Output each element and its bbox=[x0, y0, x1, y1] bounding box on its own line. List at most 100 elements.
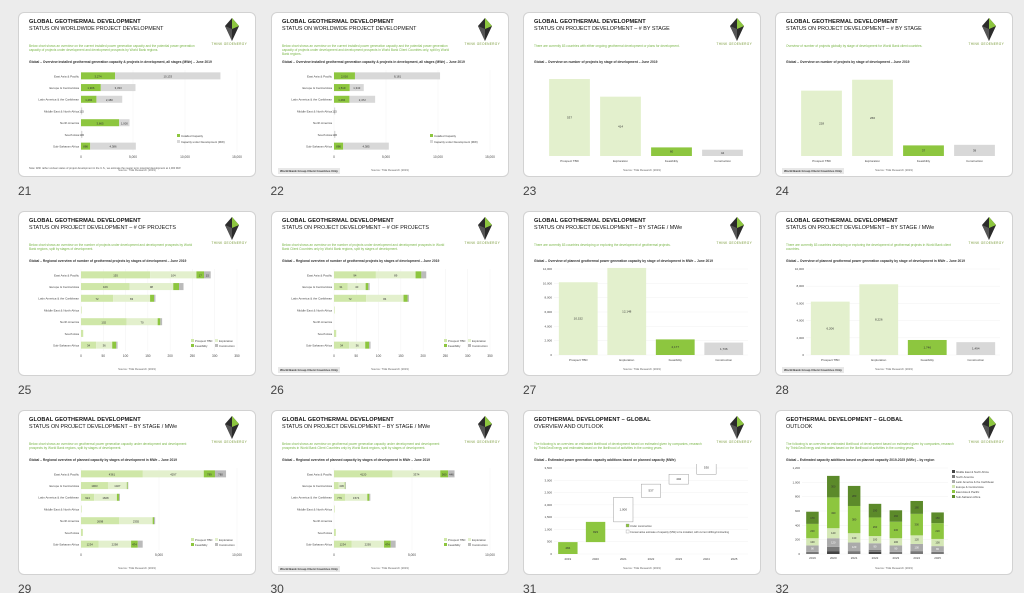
slide-number: 32 bbox=[775, 582, 789, 593]
category-label: Sub-Saharan Africa bbox=[306, 145, 332, 149]
bar-segment bbox=[369, 341, 371, 349]
bar-segment bbox=[81, 283, 130, 291]
bar bbox=[668, 474, 689, 485]
slide-thumbnail[interactable]: GLOBAL GEOTHERMAL DEVELOPMENT STATUS ON P… bbox=[523, 12, 761, 177]
slide-thumbnail[interactable]: GLOBAL GEOTHERMAL DEVELOPMENT STATUS ON P… bbox=[271, 410, 509, 575]
bar-segment bbox=[347, 283, 366, 291]
data-label: 2298 bbox=[112, 543, 119, 547]
bar-segment bbox=[334, 95, 350, 103]
data-label: 1234 bbox=[87, 543, 94, 547]
bar-segment bbox=[806, 545, 819, 552]
category-label: Latin America & the Caribbean bbox=[38, 297, 79, 301]
slide-subtitle: STATUS ON PROJECT DEVELOPMENT – # BY STA… bbox=[534, 26, 670, 32]
x-tick-label: Construction bbox=[714, 159, 731, 163]
legend-swatch bbox=[468, 543, 471, 546]
bar-segment bbox=[81, 470, 143, 478]
data-label: 1574 bbox=[353, 496, 360, 500]
bar-segment bbox=[116, 341, 118, 349]
legend-label: Conservative estimate of capacity (MW) t… bbox=[630, 530, 730, 534]
legend-swatch bbox=[952, 470, 955, 473]
slide-thumbnail[interactable]: GLOBAL GEOTHERMAL DEVELOPMENT STATUS ON P… bbox=[523, 211, 761, 376]
bar-segment bbox=[345, 493, 368, 501]
x-tick-label: 2024 bbox=[913, 556, 920, 560]
data-label: 4120 bbox=[360, 472, 367, 476]
slide-description: The following is an overview on estimate… bbox=[534, 442, 702, 450]
bar bbox=[859, 284, 899, 355]
slide-number: 21 bbox=[18, 184, 32, 198]
slide-thumbnail[interactable]: GLOBAL GEOTHERMAL DEVELOPMENT STATUS ON W… bbox=[18, 12, 256, 177]
chart-area: 0 5,000 10,000 15,000 East Asia & Pacific 3,2… bbox=[29, 66, 247, 166]
bar-segment bbox=[107, 482, 127, 490]
data-label: 160 bbox=[894, 514, 899, 518]
data-label: 1608 bbox=[102, 496, 109, 500]
think-geoenergy-logo-icon bbox=[476, 17, 494, 43]
slide-thumbnail[interactable]: GLOBAL GEOTHERMAL DEVELOPMENT STATUS ON W… bbox=[271, 12, 509, 177]
bar-segment bbox=[204, 271, 211, 279]
y-tick-label: 10,000 bbox=[543, 281, 553, 285]
data-label: 280 bbox=[852, 494, 857, 498]
source-note: Source: TGE Research (2019) bbox=[875, 566, 913, 570]
bar-segment bbox=[96, 341, 113, 349]
data-label: 150 bbox=[935, 516, 940, 520]
x-tick-label: Prospect TBD bbox=[569, 358, 588, 362]
data-label: 10,152 bbox=[574, 317, 584, 321]
bar-segment bbox=[868, 543, 882, 550]
logo-wordmark: THINK GEOENERGY bbox=[716, 42, 752, 46]
bar-segment bbox=[81, 95, 97, 103]
bar bbox=[903, 145, 944, 156]
slide-thumbnail[interactable]: GLOBAL GEOTHERMAL DEVELOPMENT STATUS ON P… bbox=[18, 211, 256, 376]
bar bbox=[696, 464, 717, 475]
bar-segment bbox=[90, 142, 136, 150]
slide-subtitle: STATUS ON PROJECT DEVELOPMENT – BY STAGE… bbox=[29, 424, 178, 430]
y-tick-label: 6,000 bbox=[544, 310, 552, 314]
chart-svg: 0 5,000 10,000 15,000 East Asia & Pacific 3,2… bbox=[38, 70, 242, 159]
bar-segment bbox=[96, 95, 123, 103]
think-geoenergy-logo-icon bbox=[980, 216, 998, 242]
x-tick-label: 350 bbox=[234, 354, 240, 358]
y-tick-label: 8,000 bbox=[544, 296, 552, 300]
category-label: Europe & Central Asia bbox=[302, 484, 332, 488]
x-tick-label: Exploration bbox=[613, 159, 628, 163]
think-geoenergy-logo-icon bbox=[223, 216, 241, 242]
x-tick-label: 300 bbox=[465, 354, 471, 358]
slide-thumbnail[interactable]: GLOBAL GEOTHERMAL DEVELOPMENT STATUS ON P… bbox=[775, 211, 1013, 376]
slide-thumbnail[interactable]: GEOTHERMAL DEVELOPMENT – GLOBAL OVERVIEW … bbox=[523, 410, 761, 575]
data-label: 90 bbox=[811, 547, 814, 551]
data-label: 100 bbox=[873, 538, 878, 542]
legend-label: Prospect TBD bbox=[195, 339, 212, 343]
data-label: 170 bbox=[810, 516, 815, 520]
data-label: 474 bbox=[132, 543, 137, 547]
x-tick-label: Construction bbox=[966, 159, 983, 163]
chart-title: Global – Overview installed geothermal g… bbox=[29, 60, 212, 64]
bar-segment bbox=[334, 72, 355, 80]
bar-segment bbox=[196, 271, 205, 279]
x-tick-label: Exploration bbox=[619, 358, 634, 362]
x-tick-label: 10,000 bbox=[433, 155, 443, 159]
bar bbox=[558, 542, 578, 554]
chart-title: Global – Regional overview of number of … bbox=[29, 259, 187, 263]
think-geoenergy-logo-icon bbox=[728, 415, 746, 441]
bar-segment bbox=[827, 497, 840, 529]
chart-title: Global – Regional overview of planned ca… bbox=[282, 458, 430, 462]
slide-thumbnail[interactable]: GLOBAL GEOTHERMAL DEVELOPMENT STATUS ON P… bbox=[18, 410, 256, 575]
data-label: 300 bbox=[831, 485, 836, 489]
slide-thumbnail[interactable]: GLOBAL GEOTHERMAL DEVELOPMENT STATUS ON P… bbox=[775, 12, 1013, 177]
bar-segment bbox=[440, 470, 449, 478]
bar bbox=[801, 90, 842, 156]
slide-thumbnail[interactable]: GLOBAL GEOTHERMAL DEVELOPMENT STATUS ON P… bbox=[271, 211, 509, 376]
bar-segment bbox=[157, 318, 161, 326]
legend-swatch bbox=[215, 538, 218, 541]
chart-area: 0 50 100 150 200 250 300 350 East Asia & Pacific… bbox=[282, 265, 500, 365]
category-label: Middle East & North Africa bbox=[297, 308, 332, 312]
x-tick-label: 5,000 bbox=[382, 155, 390, 159]
legend-label: Europe & Central Asia bbox=[956, 485, 984, 489]
data-label: 90 bbox=[874, 544, 877, 548]
data-label: 120 bbox=[831, 541, 836, 545]
slide-thumbnail[interactable]: GEOTHERMAL DEVELOPMENT – GLOBAL OUTLOOK TH… bbox=[775, 410, 1013, 575]
bar-segment bbox=[806, 538, 819, 546]
think-geoenergy-logo-icon bbox=[728, 17, 746, 43]
slide-number: 22 bbox=[270, 184, 284, 198]
x-tick-label: 2024 bbox=[703, 557, 710, 561]
chart-area: 228 Prospect TBD 266 Exploration 37 Feasibili… bbox=[786, 66, 1004, 166]
slide-number: 25 bbox=[18, 383, 32, 397]
